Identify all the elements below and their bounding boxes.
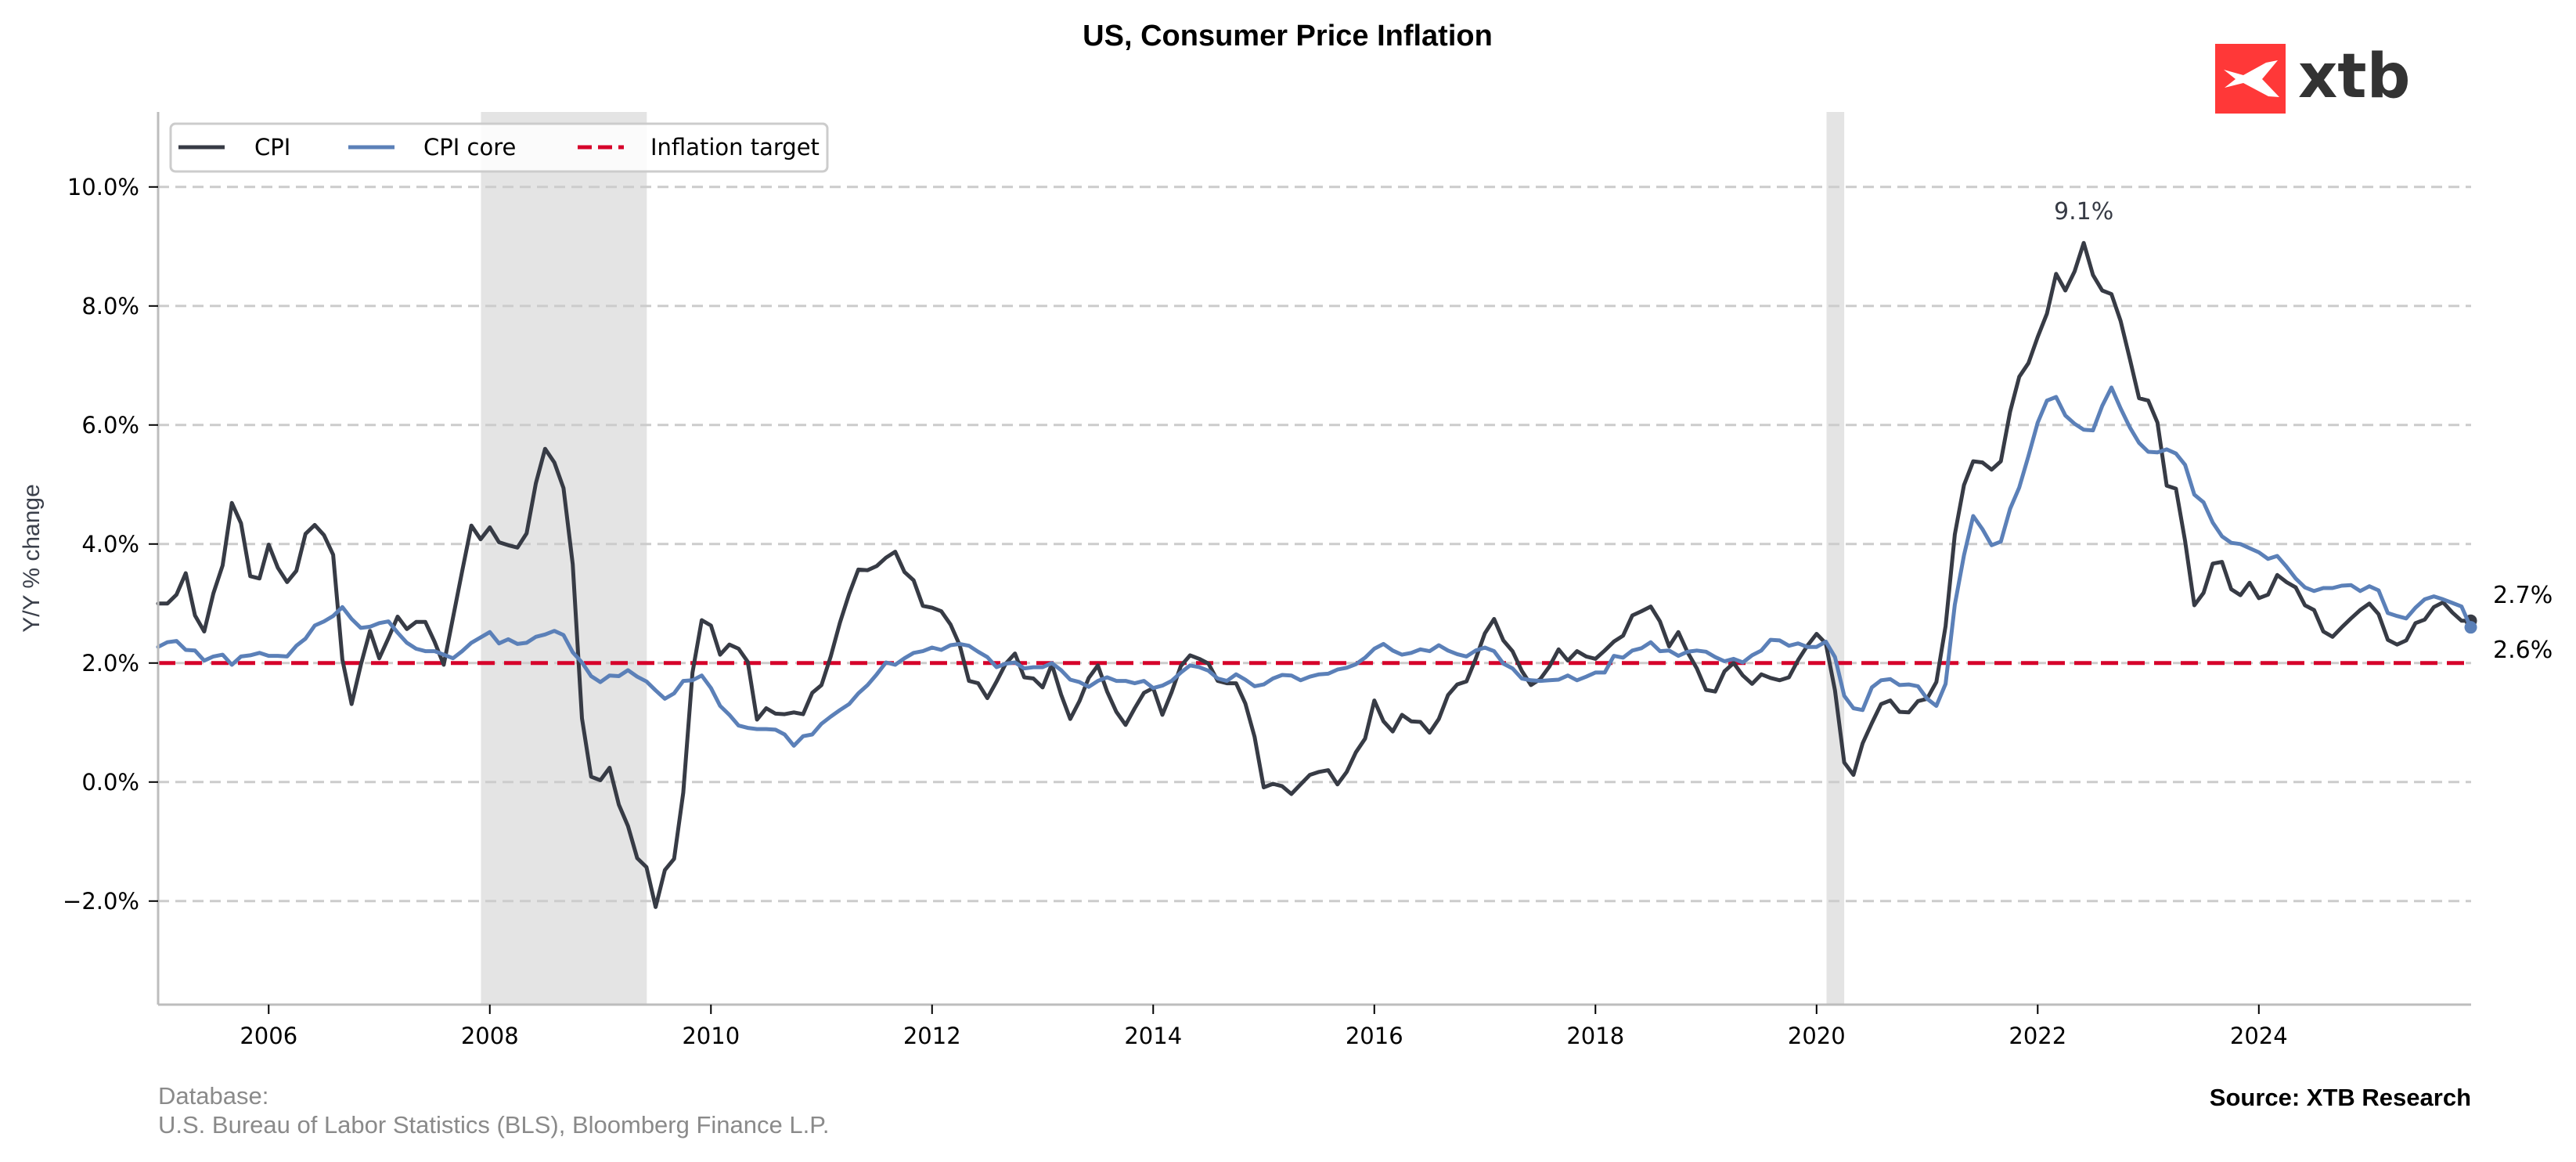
cpi-end-value-label: 2.7% (2493, 582, 2553, 609)
series-end-point-cpi-core (2464, 621, 2477, 634)
cpi-core-end-value-label: 2.6% (2493, 637, 2553, 664)
y-tick-label: −2.0% (63, 888, 139, 915)
x-tick-label: 2008 (461, 1023, 519, 1049)
legend-label-cpi-core: CPI core (423, 134, 516, 161)
legend-label-inflation-target: Inflation target (650, 134, 820, 161)
axes (157, 112, 2471, 1006)
legend-item-cpi-core: CPI core (348, 134, 516, 161)
x-tick-label: 2006 (240, 1023, 297, 1049)
series-line-cpi (156, 240, 2473, 909)
x-tick-label: 2018 (1566, 1023, 1624, 1049)
footer-database-heading: Database: (158, 1082, 268, 1110)
x-tick-label: 2016 (1346, 1023, 1403, 1049)
y-tick-label: 4.0% (81, 531, 139, 558)
xtb-logo-text: xtb (2298, 42, 2410, 112)
series-line-cpi-core (156, 385, 2473, 748)
peak-annotation-label: 9.1% (2054, 198, 2113, 226)
footer-source: Source: XTB Research (2210, 1084, 2471, 1111)
x-tick-label: 2022 (2009, 1023, 2066, 1049)
y-tick-label: 2.0% (81, 650, 139, 677)
legend-item-inflation-target: Inflation target (578, 134, 820, 161)
x-axis-ticks: 2006 2008 2010 2012 2014 2016 2018 2020 2022 2024 (240, 1005, 2288, 1049)
legend: CPI CPI core Inflation target (169, 122, 829, 173)
chart-title: US, Consumer Price Inflation (1083, 20, 1493, 52)
shaded-periods (481, 112, 1845, 1005)
y-tick-label: 10.0% (67, 174, 139, 200)
x-tick-label: 2014 (1124, 1023, 1182, 1049)
x-tick-label: 2010 (682, 1023, 740, 1049)
x-tick-label: 2024 (2230, 1023, 2288, 1049)
y-axis-ticks: −2.0% 0.0% 2.0% 4.0% 6.0% 8.0% 10.0% (63, 174, 158, 915)
y-tick-label: 8.0% (81, 293, 139, 319)
y-tick-label: 6.0% (81, 412, 139, 438)
series-lines (156, 240, 2477, 909)
legend-item-cpi: CPI (178, 134, 290, 161)
x-tick-label: 2020 (1788, 1023, 1846, 1049)
footer-database-sources: U.S. Bureau of Labor Statistics (BLS), B… (158, 1111, 830, 1139)
y-axis-label: Y/Y % change (19, 484, 45, 633)
legend-label-cpi: CPI (254, 134, 290, 161)
y-tick-label: 0.0% (81, 769, 139, 796)
xtb-logo: xtb (2215, 42, 2410, 114)
shaded-period-0 (481, 112, 647, 1005)
xtb-x-icon (2224, 60, 2279, 97)
x-tick-label: 2012 (903, 1023, 961, 1049)
shaded-period-1 (1826, 112, 1845, 1005)
legend-box (169, 122, 829, 173)
